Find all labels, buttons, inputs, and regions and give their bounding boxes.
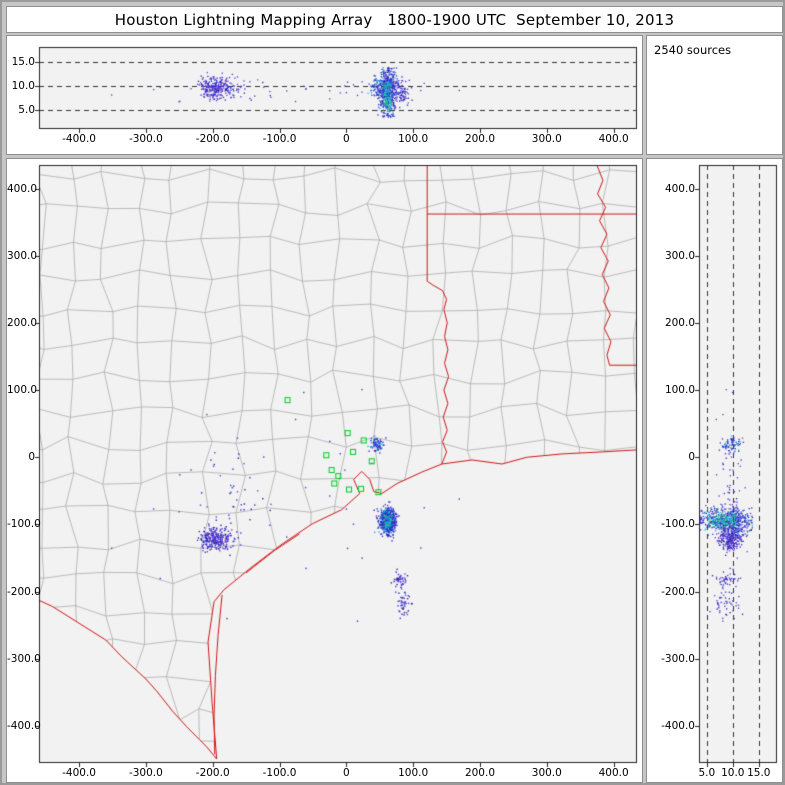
x-tick-label: -300.0 bbox=[128, 767, 163, 779]
x-tick-label: -100.0 bbox=[262, 767, 297, 779]
y-tick-label: -300.0 bbox=[661, 652, 695, 665]
sources-count: 2540 sources bbox=[654, 43, 732, 57]
x-tick-label: -200.0 bbox=[195, 133, 230, 145]
x-tick-label: 200.0 bbox=[464, 133, 495, 145]
y-tick-label: 5.0 bbox=[18, 104, 35, 117]
x-tick-label: -200.0 bbox=[195, 767, 230, 779]
y-tick-label: 100.0 bbox=[664, 384, 695, 397]
y-tick-label: -400.0 bbox=[661, 720, 695, 733]
y-tick-label: 0 bbox=[28, 451, 35, 464]
x-tick-label: 15.0 bbox=[747, 767, 771, 779]
y-tick-label: 0 bbox=[688, 451, 695, 464]
y-tick-label: 15.0 bbox=[11, 55, 35, 68]
y-tick-label: -200.0 bbox=[661, 585, 695, 598]
panel-altitude-ns: 5.0 10.0 15.0 400.0 300.0 200.0 100.0 0 -100.0 -2… bbox=[646, 158, 783, 783]
x-tick-label: 100.0 bbox=[398, 133, 429, 145]
x-tick-label: -300.0 bbox=[128, 133, 163, 145]
panel-ew-altitude: -400.0 -300.0 -200.0 -100.0 0 100.0 200.0 300.0… bbox=[6, 35, 643, 155]
panel-plan-view: -400.0 -300.0 -200.0 -100.0 0 100.0 200.0 300.0… bbox=[6, 158, 643, 783]
x-tick-label: 200.0 bbox=[464, 767, 495, 779]
y-tick-label: 200.0 bbox=[7, 316, 38, 329]
y-tick-label: 300.0 bbox=[7, 249, 38, 262]
y-tick-label: 400.0 bbox=[664, 182, 695, 195]
x-tick-label: 400.0 bbox=[598, 767, 629, 779]
ew-altitude-plot[interactable] bbox=[7, 36, 642, 154]
x-tick-label: 300.0 bbox=[531, 133, 562, 145]
y-tick-label: -200.0 bbox=[7, 585, 41, 598]
y-tick-label: -100.0 bbox=[7, 518, 41, 531]
x-tick-label: 300.0 bbox=[531, 767, 562, 779]
x-tick-label: -400.0 bbox=[62, 767, 96, 779]
y-tick-label: 400.0 bbox=[7, 182, 38, 195]
y-tick-label: -400.0 bbox=[7, 720, 41, 733]
y-tick-label: -100.0 bbox=[661, 518, 695, 531]
y-tick-label: -300.0 bbox=[7, 652, 41, 665]
x-tick-label: 0 bbox=[343, 133, 350, 145]
x-tick-label: -400.0 bbox=[62, 133, 96, 145]
y-tick-label: 300.0 bbox=[664, 249, 695, 262]
y-tick-label: 200.0 bbox=[664, 316, 695, 329]
x-tick-label: 10.0 bbox=[721, 767, 745, 779]
title-bar: Houston Lightning Mapping Array 1800-190… bbox=[6, 6, 783, 33]
x-tick-label: 0 bbox=[343, 767, 350, 779]
x-tick-label: 100.0 bbox=[398, 767, 429, 779]
page-title: Houston Lightning Mapping Array 1800-190… bbox=[114, 10, 675, 29]
x-tick-label: -100.0 bbox=[262, 133, 297, 145]
y-tick-label: 10.0 bbox=[11, 80, 35, 93]
x-tick-label: 5.0 bbox=[698, 767, 716, 779]
panel-sources: 2540 sources bbox=[646, 35, 783, 155]
altitude-ns-plot[interactable] bbox=[647, 159, 782, 782]
x-tick-label: 400.0 bbox=[598, 133, 629, 145]
y-tick-label: 100.0 bbox=[7, 384, 38, 397]
plan-view-plot[interactable] bbox=[7, 159, 642, 782]
